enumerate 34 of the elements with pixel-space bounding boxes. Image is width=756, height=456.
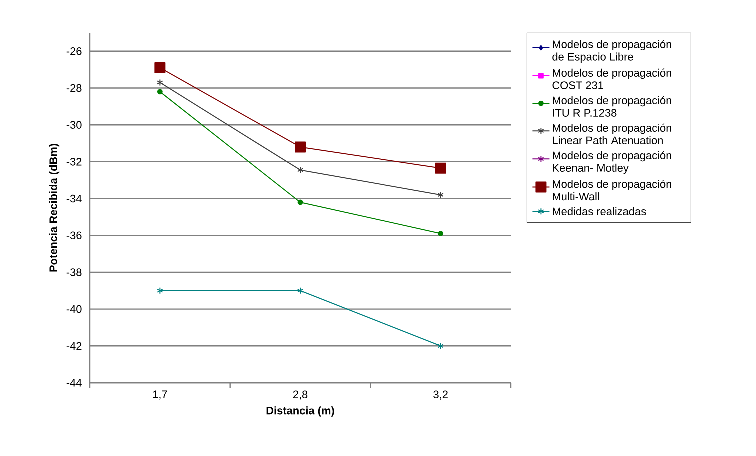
legend-label: Modelos de propagación COST 231 [552,68,672,90]
point [438,231,444,236]
legend-label: Modelos de propagación de Espacio Libre [552,40,672,63]
y-tick-label: -32 [66,158,82,166]
point [157,79,164,86]
x-axis-title: Distancia (m) [266,406,334,417]
legend-label: Modelos de propagación Keenan- Motley [553,151,672,174]
legend-label: Modelos de propagación Linear Path Atenuation [553,124,672,144]
y-tick-label: -44 [66,379,82,387]
y-tick-label: -36 [66,232,82,240]
point [154,62,166,74]
point [435,162,446,174]
y-tick-label: -38 [66,268,82,276]
x-tick-label: 3,2 [434,390,448,400]
x-tick-label: 1,7 [153,390,168,400]
x-tick-label: 2,8 [293,390,308,400]
point [297,166,304,174]
point [297,287,304,294]
legend-label: Modelos de propagación ITU R P.1238 [553,96,672,117]
point [295,142,306,153]
point [157,89,163,95]
y-tick-label: -34 [66,194,82,203]
y-tick-label: -26 [66,48,82,56]
y-tick-label: -28 [66,84,82,92]
point [157,287,164,294]
legend-label: Modelos de propagación Multi-Wall [553,180,672,201]
point [438,192,444,199]
point [438,342,444,350]
y-tick-label: -42 [66,342,82,350]
legend-label: Medidas realizadas [553,207,646,216]
point [298,200,304,206]
y-axis-title: Potencia Recibida (dBm) [49,144,60,272]
y-tick-label: -30 [66,121,82,129]
y-tick-label: -40 [66,305,82,314]
